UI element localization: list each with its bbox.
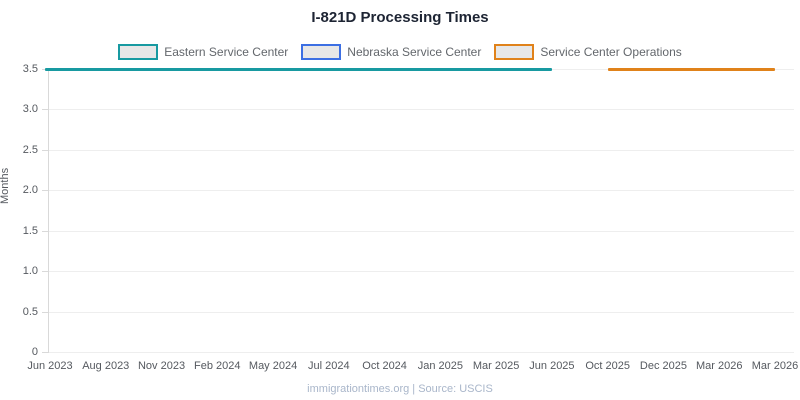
y-tick-mark bbox=[42, 311, 49, 313]
y-tick-label: 0 bbox=[31, 346, 38, 358]
y-tick-mark bbox=[42, 190, 49, 192]
x-tick-label: Oct 2024 bbox=[362, 360, 407, 372]
x-tick-label: Nov 2023 bbox=[137, 360, 186, 372]
y-tick-label: 1.0 bbox=[22, 265, 38, 278]
legend: Eastern Service Center Nebraska Service C… bbox=[0, 44, 800, 60]
y-tick-label: 3.0 bbox=[22, 103, 38, 116]
x-tick-label: Jun 2025 bbox=[529, 360, 575, 372]
footer-credit: immigrationtimes.org | Source: USCIS bbox=[307, 383, 493, 395]
x-tick-label: Mar 2026 bbox=[695, 360, 743, 372]
plot-area: 0 0.5 1.0 1.5 2.0 2.5 3.0 3.5 Jun 2023 Aug 2023 No… bbox=[23, 63, 799, 372]
y-tick-label: 3.5 bbox=[22, 63, 38, 75]
legend-swatch-icon bbox=[494, 44, 535, 60]
y-tick-label: 2.5 bbox=[22, 143, 38, 156]
y-tick-label: 0.5 bbox=[22, 305, 38, 318]
gridline bbox=[49, 271, 794, 273]
x-tick-label: Jan 2025 bbox=[417, 360, 463, 372]
x-tick-label: Feb 2024 bbox=[194, 360, 241, 372]
y-tick-mark bbox=[42, 109, 49, 111]
x-tick-label: Aug 2023 bbox=[82, 360, 130, 372]
legend-label: Nebraska Service Center bbox=[347, 45, 482, 59]
legend-swatch-icon bbox=[118, 44, 159, 60]
legend-label: Eastern Service Center bbox=[164, 45, 289, 59]
x-tick-label: Jun 2023 bbox=[27, 360, 73, 372]
x-tick-label: Mar 2026 bbox=[751, 360, 799, 372]
x-tick-label: Jul 2024 bbox=[308, 360, 350, 372]
chart-title: I-821D Processing Times bbox=[311, 9, 489, 26]
x-tick-label: Oct 2025 bbox=[585, 360, 630, 372]
legend-item-eastern-service-center[interactable]: Eastern Service Center bbox=[118, 44, 288, 60]
legend-swatch-icon bbox=[301, 44, 342, 60]
legend-label: Service Center Operations bbox=[540, 45, 682, 59]
legend-item-nebraska-service-center[interactable]: Nebraska Service Center bbox=[301, 44, 481, 60]
y-tick-mark bbox=[42, 149, 49, 151]
gridline bbox=[49, 352, 794, 353]
y-tick-mark bbox=[42, 230, 49, 232]
gridline bbox=[49, 109, 794, 111]
x-tick-label: Dec 2025 bbox=[639, 360, 687, 372]
y-tick-mark bbox=[42, 352, 49, 353]
gridline bbox=[49, 149, 794, 151]
y-tick-label: 2.0 bbox=[22, 184, 38, 197]
series-line-eastern-service-center bbox=[45, 67, 552, 71]
legend-item-service-center-operations[interactable]: Service Center Operations bbox=[494, 44, 682, 60]
series-line-service-center-operations bbox=[607, 67, 775, 71]
x-tick-label: Mar 2025 bbox=[472, 360, 520, 372]
gridline bbox=[49, 190, 794, 192]
gridline bbox=[49, 230, 794, 232]
y-tick-mark bbox=[42, 271, 49, 273]
x-tick-label: May 2024 bbox=[248, 360, 298, 372]
gridline bbox=[49, 311, 794, 313]
y-tick-label: 1.5 bbox=[22, 224, 38, 237]
